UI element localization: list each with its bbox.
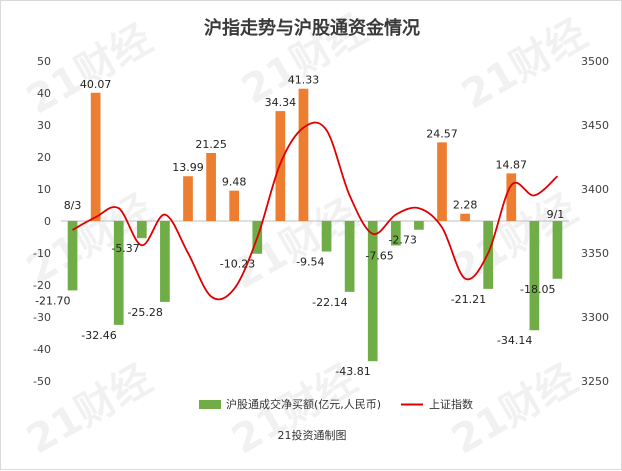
bar-data-label: -2.73 (388, 234, 416, 247)
bar (90, 92, 101, 221)
right-axis: 3500 3450 3400 3350 3300 3250 (581, 55, 609, 388)
bar-data-label: -22.14 (312, 296, 347, 309)
bar (552, 221, 563, 279)
bar (321, 221, 332, 252)
bar-series (67, 88, 563, 362)
bar-data-label: -18.05 (520, 283, 555, 296)
bar-data-label: 40.07 (80, 78, 112, 91)
left-tick-label: 0 (44, 215, 51, 228)
bar (414, 221, 424, 230)
left-tick-label: -50 (33, 375, 51, 388)
bar (460, 213, 470, 221)
left-tick-label: -30 (33, 311, 51, 324)
bar-data-label: 9.48 (222, 176, 247, 189)
bar-data-label: -5.37 (111, 242, 139, 255)
right-tick-label: 3250 (581, 375, 609, 388)
legend-bar-swatch (199, 400, 221, 409)
bar (344, 221, 355, 292)
source-caption: 21投资通制图 (278, 428, 347, 442)
bar-data-label: -10.23 (220, 258, 255, 271)
bar (298, 88, 309, 221)
bar-data-label: 34.34 (265, 96, 297, 109)
bar (229, 190, 240, 221)
bar-data-labels: -21.70 40.07 -32.46 -5.37 -25.28 13.99 21.25 9.… (35, 74, 555, 378)
watermark-text: 21财经 (224, 191, 364, 299)
left-axis: 50 40 30 20 10 0 -10 -20 -30 -40 -50 (33, 55, 51, 388)
right-tick-label: 3350 (581, 247, 609, 260)
left-tick-label: 50 (37, 55, 51, 68)
left-tick-label: 40 (37, 87, 51, 100)
bar-data-label: -9.54 (296, 256, 324, 269)
category-label-last: 9/1 (547, 208, 565, 221)
bar-data-label: 21.25 (195, 138, 227, 151)
category-label-first: 8/3 (64, 199, 82, 212)
bar (113, 221, 124, 325)
watermark-text: 21财经 (19, 16, 159, 124)
right-tick-label: 3300 (581, 311, 609, 324)
bar-data-label: -21.21 (451, 293, 486, 306)
bar-data-label: 13.99 (172, 161, 204, 174)
legend: 沪股通成交净买额(亿元,人民币) 上证指数 (199, 397, 473, 411)
category-labels: 8/3 9/1 (64, 199, 565, 221)
bar-data-label: -34.14 (497, 334, 532, 347)
index-line-series (72, 121, 559, 301)
left-tick-label: -20 (33, 279, 51, 292)
left-tick-label: 30 (37, 119, 51, 132)
left-tick-label: 10 (37, 183, 51, 196)
watermark-text: 21财经 (19, 356, 159, 464)
bar (136, 221, 147, 239)
right-tick-label: 3500 (581, 55, 609, 68)
bar (506, 173, 517, 221)
bar (275, 111, 286, 221)
bar-data-label: -21.70 (35, 294, 70, 307)
legend-bar-label: 沪股通成交净买额(亿元,人民币) (226, 397, 381, 411)
bar (529, 221, 540, 331)
bar-data-label: -43.81 (335, 365, 370, 378)
bar (67, 221, 78, 291)
bar (206, 153, 216, 221)
bar-data-label: -32.46 (81, 329, 116, 342)
left-tick-label: 20 (37, 151, 51, 164)
bar (390, 221, 401, 246)
bar-data-label: -25.28 (127, 306, 162, 319)
bar-data-label: 41.33 (288, 74, 320, 87)
bar-data-label: 14.87 (496, 158, 528, 171)
left-tick-label: -40 (33, 343, 51, 356)
bar (160, 221, 170, 302)
bar (367, 221, 378, 362)
bar (183, 176, 193, 221)
bar-data-label: 2.28 (453, 199, 478, 212)
legend-line-label: 上证指数 (429, 397, 473, 411)
bar-data-label: 24.57 (426, 127, 458, 140)
right-tick-label: 3400 (581, 183, 609, 196)
left-tick-label: -10 (33, 247, 51, 260)
watermark-text: 21财经 (19, 186, 159, 294)
bar (437, 142, 447, 221)
watermark-text: 21财经 (454, 11, 594, 119)
right-tick-label: 3450 (581, 119, 609, 132)
chart-title: 沪指走势与沪股通资金情况 (204, 17, 420, 39)
bar-data-label: -7.65 (365, 249, 393, 262)
